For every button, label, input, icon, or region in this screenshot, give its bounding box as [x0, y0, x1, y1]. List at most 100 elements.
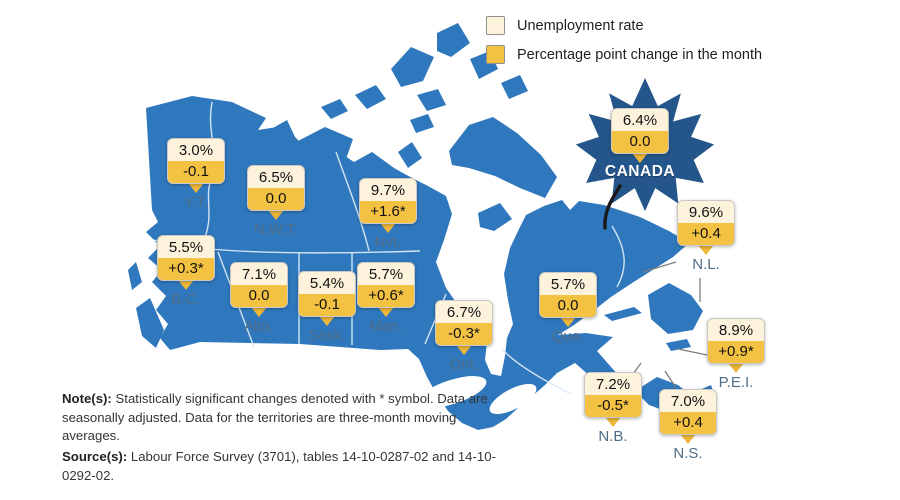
legend-item-unemployment-rate: Unemployment rate — [486, 16, 762, 35]
badge-pointer — [188, 183, 204, 193]
badge-pointer — [178, 280, 194, 290]
change-value: +0.4 — [678, 223, 734, 245]
note-line: Note(s): Statistically significant chang… — [62, 390, 514, 446]
data-badge: 9.7% +1.6* — [359, 178, 417, 224]
region-canada: 6.4% 0.0 CANADA — [605, 108, 675, 181]
change-value: +0.4 — [660, 412, 716, 434]
badge-pointer — [319, 316, 335, 326]
data-badge: 6.4% 0.0 — [610, 108, 669, 154]
unemployment-rate-value: 3.0% — [168, 139, 224, 161]
region-nb: 7.2% -0.5* N.B. — [584, 372, 642, 445]
unemployment-rate-value: 8.9% — [708, 319, 764, 341]
change-value: 0.0 — [611, 131, 668, 153]
region-label: N.L. — [692, 256, 720, 273]
unemployment-rate-value: 5.7% — [540, 273, 596, 295]
data-badge: 6.5% 0.0 — [247, 165, 305, 211]
region-label: Que. — [551, 328, 585, 345]
region-nl: 9.6% +0.4 N.L. — [677, 200, 735, 273]
leaf-stem — [603, 184, 622, 230]
region-label: N.S. — [673, 445, 703, 462]
change-value: 0.0 — [231, 285, 287, 307]
change-value: +1.6* — [360, 201, 416, 223]
unemployment-rate-value: 5.5% — [158, 236, 214, 258]
change-value: +0.3* — [158, 258, 214, 280]
source-label: Source(s): — [62, 449, 128, 465]
data-badge: 7.2% -0.5* — [584, 372, 642, 418]
data-badge: 5.7% 0.0 — [539, 272, 597, 318]
unemployment-rate-value: 7.1% — [231, 263, 287, 285]
data-badge: 6.7% -0.3* — [435, 300, 493, 346]
data-badge: 3.0% -0.1 — [167, 138, 225, 184]
region-pei: 8.9% +0.9* P.E.I. — [707, 318, 765, 391]
legend-label: Unemployment rate — [517, 17, 644, 34]
unemployment-rate-value: 6.7% — [436, 301, 492, 323]
region-man: 5.7% +0.6* Man. — [357, 262, 415, 335]
change-value: -0.1 — [168, 161, 224, 183]
legend-item-pp-change: Percentage point change in the month — [486, 45, 762, 64]
badge-pointer — [631, 153, 648, 163]
badge-pointer — [698, 245, 714, 255]
badge-pointer — [456, 345, 472, 355]
unemployment-rate-value: 6.5% — [248, 166, 304, 188]
region-label: Alta. — [243, 318, 274, 335]
region-label: Ont. — [449, 356, 479, 373]
legend-label: Percentage point change in the month — [517, 46, 763, 63]
rate-swatch-icon — [486, 16, 505, 35]
region-nwt: 6.5% 0.0 N.W.T. — [247, 165, 305, 238]
unemployment-rate-value: 9.7% — [360, 179, 416, 201]
data-badge: 9.6% +0.4 — [677, 200, 735, 246]
badge-pointer — [560, 317, 576, 327]
data-badge: 5.4% -0.1 — [298, 271, 356, 317]
unemployment-rate-value: 7.2% — [585, 373, 641, 395]
change-swatch-icon — [486, 45, 505, 64]
change-value: 0.0 — [248, 188, 304, 210]
source-text: Labour Force Survey (3701), tables 14-10… — [62, 449, 496, 483]
data-badge: 7.0% +0.4 — [659, 389, 717, 435]
data-badge: 5.7% +0.6* — [357, 262, 415, 308]
region-label: Sask. — [308, 327, 346, 344]
unemployment-rate-value: 6.4% — [611, 109, 668, 131]
change-value: 0.0 — [540, 295, 596, 317]
great-lakes-shapes — [417, 376, 579, 430]
region-ns: 7.0% +0.4 N.S. — [659, 389, 717, 462]
region-nvt: 9.7% +1.6* Nvt. — [359, 178, 417, 251]
data-badge: 5.5% +0.3* — [157, 235, 215, 281]
badge-pointer — [268, 210, 284, 220]
region-sask: 5.4% -0.1 Sask. — [298, 271, 356, 344]
unemployment-rate-value: 9.6% — [678, 201, 734, 223]
unemployment-rate-value: 7.0% — [660, 390, 716, 412]
region-label: N.B. — [598, 428, 628, 445]
change-value: +0.6* — [358, 285, 414, 307]
region-label: Man. — [369, 318, 403, 335]
change-value: -0.1 — [299, 294, 355, 316]
region-label: N.W.T. — [253, 221, 299, 238]
region-label: CANADA — [604, 163, 676, 180]
unemployment-rate-value: 5.4% — [299, 272, 355, 294]
change-value: +0.9* — [708, 341, 764, 363]
data-badge: 8.9% +0.9* — [707, 318, 765, 364]
region-que: 5.7% 0.0 Que. — [539, 272, 597, 345]
note-label: Note(s): — [62, 391, 112, 406]
region-label: B.C. — [171, 291, 201, 308]
region-label: P.E.I. — [718, 374, 754, 391]
badge-pointer — [680, 434, 696, 444]
badge-pointer — [251, 307, 267, 317]
region-label: Y.T. — [184, 194, 208, 211]
source-line: Source(s): Labour Force Survey (3701), t… — [62, 448, 514, 485]
note-text: Statistically significant changes denote… — [62, 391, 488, 444]
region-bc: 5.5% +0.3* B.C. — [157, 235, 215, 308]
unemployment-rate-value: 5.7% — [358, 263, 414, 285]
badge-pointer — [378, 307, 394, 317]
footnotes: Note(s): Statistically significant chang… — [62, 390, 514, 488]
legend: Unemployment rate Percentage point chang… — [486, 16, 762, 64]
region-label: Nvt. — [374, 234, 402, 251]
badge-pointer — [605, 417, 621, 427]
change-value: -0.5* — [585, 395, 641, 417]
change-value: -0.3* — [436, 323, 492, 345]
region-yt: 3.0% -0.1 Y.T. — [167, 138, 225, 211]
data-badge: 7.1% 0.0 — [230, 262, 288, 308]
badge-pointer — [728, 363, 744, 373]
region-alta: 7.1% 0.0 Alta. — [230, 262, 288, 335]
badge-pointer — [380, 223, 396, 233]
